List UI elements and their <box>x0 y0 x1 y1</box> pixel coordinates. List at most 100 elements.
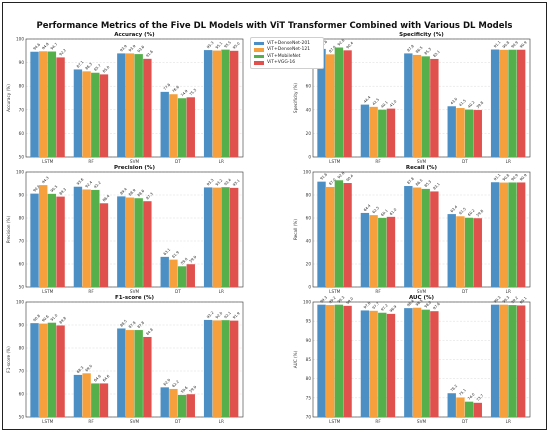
bar <box>160 91 169 157</box>
data-label: 97.2 <box>380 303 388 311</box>
data-label: 91.6 <box>320 172 329 181</box>
bar <box>56 325 65 417</box>
data-label: 89.3 <box>59 187 67 195</box>
bar <box>221 187 230 287</box>
bar <box>169 94 178 157</box>
data-label: 86.3 <box>85 62 93 70</box>
data-label: 60.2 <box>467 208 475 216</box>
bar <box>343 305 352 417</box>
bar <box>30 193 39 287</box>
data-label: 87.8 <box>406 44 415 53</box>
bar <box>386 108 396 157</box>
data-label: 91.9 <box>232 311 241 320</box>
bar <box>229 187 239 287</box>
bar <box>186 394 195 417</box>
y-tick-label: 40 <box>306 107 312 112</box>
bar <box>47 322 57 417</box>
bar <box>508 49 517 157</box>
legend-swatch <box>254 48 264 52</box>
bar <box>91 189 100 287</box>
data-label: 69.0 <box>85 364 94 373</box>
x-tick-label: RF <box>88 159 94 164</box>
bar <box>508 305 517 417</box>
y-tick-label: 70 <box>19 107 25 112</box>
bar <box>508 182 517 287</box>
data-label: 86.5 <box>415 46 423 54</box>
data-label: 39.8 <box>476 100 485 109</box>
bar <box>404 53 413 158</box>
x-tick-label: DT <box>175 289 181 294</box>
figure-title: Performance Metrics of the Five DL Model… <box>36 21 513 31</box>
legend-swatch <box>254 61 264 65</box>
x-tick-label: RF <box>88 289 94 294</box>
bar <box>39 323 48 417</box>
legend-item: ViT+DenseNet-121 <box>254 47 320 54</box>
data-label: 87.8 <box>137 320 146 329</box>
data-label: 44.4 <box>363 95 372 104</box>
data-label: 94.6 <box>33 42 42 51</box>
data-label: 92.2 <box>93 181 101 189</box>
bar <box>447 106 456 157</box>
bar <box>229 320 239 417</box>
y-tick-label: 60 <box>19 262 25 267</box>
y-tick-label: 60 <box>306 216 312 221</box>
x-tick-label: DT <box>175 419 181 424</box>
y-tick-label: 100 <box>16 170 24 175</box>
bar <box>499 49 508 157</box>
bar <box>343 183 352 287</box>
bar <box>334 47 344 157</box>
data-label: 93.9 <box>119 44 128 53</box>
data-label: 74.0 <box>467 392 476 401</box>
data-label: 90.4 <box>346 173 355 182</box>
bar <box>143 58 152 157</box>
bar <box>456 397 465 417</box>
data-label: 60.1 <box>380 209 388 217</box>
x-tick-label: LSTM <box>329 159 341 164</box>
legend-item: ViT+VGG-16 <box>254 60 320 67</box>
data-label: 68.3 <box>76 366 84 374</box>
bar <box>99 203 109 287</box>
data-label: 87.0 <box>328 45 337 54</box>
bar <box>360 104 370 157</box>
y-tick-label: 50 <box>19 415 25 420</box>
bar <box>229 50 239 157</box>
data-label: 93.3 <box>206 178 214 186</box>
data-label: 92.8 <box>337 38 346 47</box>
bar <box>221 320 230 417</box>
bar <box>386 216 396 287</box>
data-label: 98.0 <box>424 300 433 309</box>
bar <box>203 187 213 287</box>
bar <box>369 215 378 287</box>
data-label: 61.9 <box>171 250 180 259</box>
bar <box>421 188 430 287</box>
data-label: 85.3 <box>424 180 432 188</box>
bar <box>404 308 413 417</box>
data-label: 91.1 <box>493 173 501 181</box>
bar <box>169 259 178 287</box>
bar <box>386 313 396 417</box>
bar <box>490 182 500 287</box>
y-tick-label: 50 <box>19 285 25 290</box>
data-label: 62.9 <box>163 378 172 387</box>
bar <box>326 186 335 287</box>
data-label: 40.1 <box>380 100 388 108</box>
data-label: 84.8 <box>145 327 154 336</box>
bar <box>169 388 178 417</box>
x-tick-label: RF <box>88 419 94 424</box>
bar <box>326 305 335 417</box>
data-label: 90.6 <box>41 314 50 323</box>
x-tick-label: LSTM <box>42 419 54 424</box>
bar <box>473 110 482 157</box>
bar <box>125 330 135 417</box>
y-axis-label: F1-score (%) <box>6 346 11 373</box>
data-label: 64.6 <box>93 374 102 383</box>
y-tick-label: 100 <box>16 300 24 305</box>
y-tick-label: 20 <box>306 262 312 267</box>
bar <box>125 53 135 158</box>
legend-item: ViT+MobileNet <box>254 53 320 60</box>
bar <box>143 336 152 417</box>
data-label: 86.5 <box>415 178 423 186</box>
bar <box>378 109 387 157</box>
data-label: 95.1 <box>215 41 223 49</box>
